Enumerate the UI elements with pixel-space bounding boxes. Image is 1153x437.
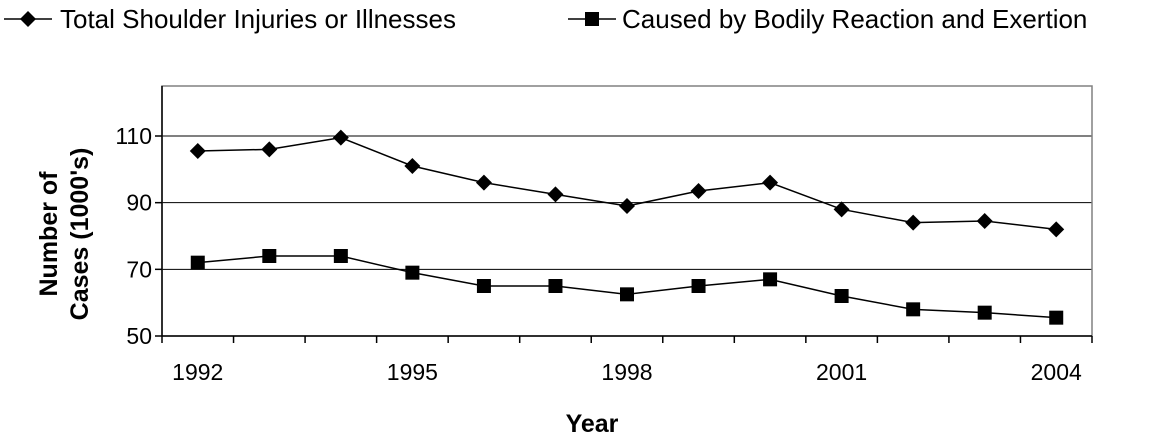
point-square-1998 (620, 287, 634, 302)
point-diamond-1993 (261, 141, 278, 158)
point-square-2003 (977, 305, 992, 320)
point-diamond-2000 (762, 174, 779, 191)
plot-area: 50 70 90 110 1992 1995 1998 2001 2004 (115, 85, 1093, 385)
point-diamond-2001 (833, 201, 850, 218)
y-tick-label-90: 90 (126, 190, 152, 216)
y-axis-title: Number of Cases (1000's) (35, 148, 94, 321)
legend-label-bodily-reaction: Caused by Bodily Reaction and Exertion (622, 4, 1087, 34)
point-square-1992 (190, 255, 205, 270)
x-axis-title: Year (566, 410, 619, 437)
legend-item-bodily-reaction: Caused by Bodily Reaction and Exertion (568, 4, 1087, 34)
point-square-2000 (763, 272, 778, 287)
point-diamond-2004 (1048, 221, 1065, 238)
point-square-2001 (834, 289, 849, 303)
point-diamond-1992 (189, 143, 206, 159)
legend-item-total: Total Shoulder Injuries or Illnesses (4, 4, 456, 34)
x-tick-label-1992: 1992 (172, 359, 223, 385)
point-diamond-1995 (404, 158, 421, 174)
series-line-diamond (197, 136, 1057, 231)
x-tick-label-2004: 2004 (1031, 359, 1082, 385)
point-square-2002 (906, 302, 921, 317)
point-diamond-1997 (547, 186, 564, 203)
point-square-1999 (691, 279, 706, 293)
legend-marker-diamond (20, 11, 36, 27)
legend-label-total: Total Shoulder Injuries or Illnesses (60, 4, 456, 34)
x-tick-label-1995: 1995 (387, 359, 438, 385)
point-diamond-2003 (976, 213, 993, 229)
point-diamond-1996 (475, 174, 492, 191)
point-square-1997 (548, 279, 563, 293)
y-tick-label-110: 110 (115, 123, 152, 149)
point-square-1993 (262, 249, 277, 263)
point-square-1996 (476, 279, 491, 293)
legend: Total Shoulder Injuries or Illnesses Cau… (4, 4, 1087, 34)
series-line-square (197, 255, 1057, 319)
y-axis-title-line-2: Cases (1000's) (66, 148, 94, 321)
point-diamond-1999 (690, 183, 707, 199)
point-diamond-1994 (332, 129, 349, 146)
point-square-2004 (1049, 310, 1064, 325)
point-diamond-1998 (619, 198, 635, 214)
x-tick-label-1998: 1998 (601, 359, 652, 385)
y-tick-label-50: 50 (126, 323, 152, 349)
point-diamond-2002 (905, 214, 922, 231)
x-tick-label-2001: 2001 (816, 359, 867, 385)
y-tick-label-70: 70 (126, 256, 152, 282)
y-axis-title-line-1: Number of (35, 171, 63, 297)
point-square-1994 (333, 249, 348, 263)
legend-marker-square (585, 12, 599, 26)
point-square-1995 (405, 265, 420, 280)
